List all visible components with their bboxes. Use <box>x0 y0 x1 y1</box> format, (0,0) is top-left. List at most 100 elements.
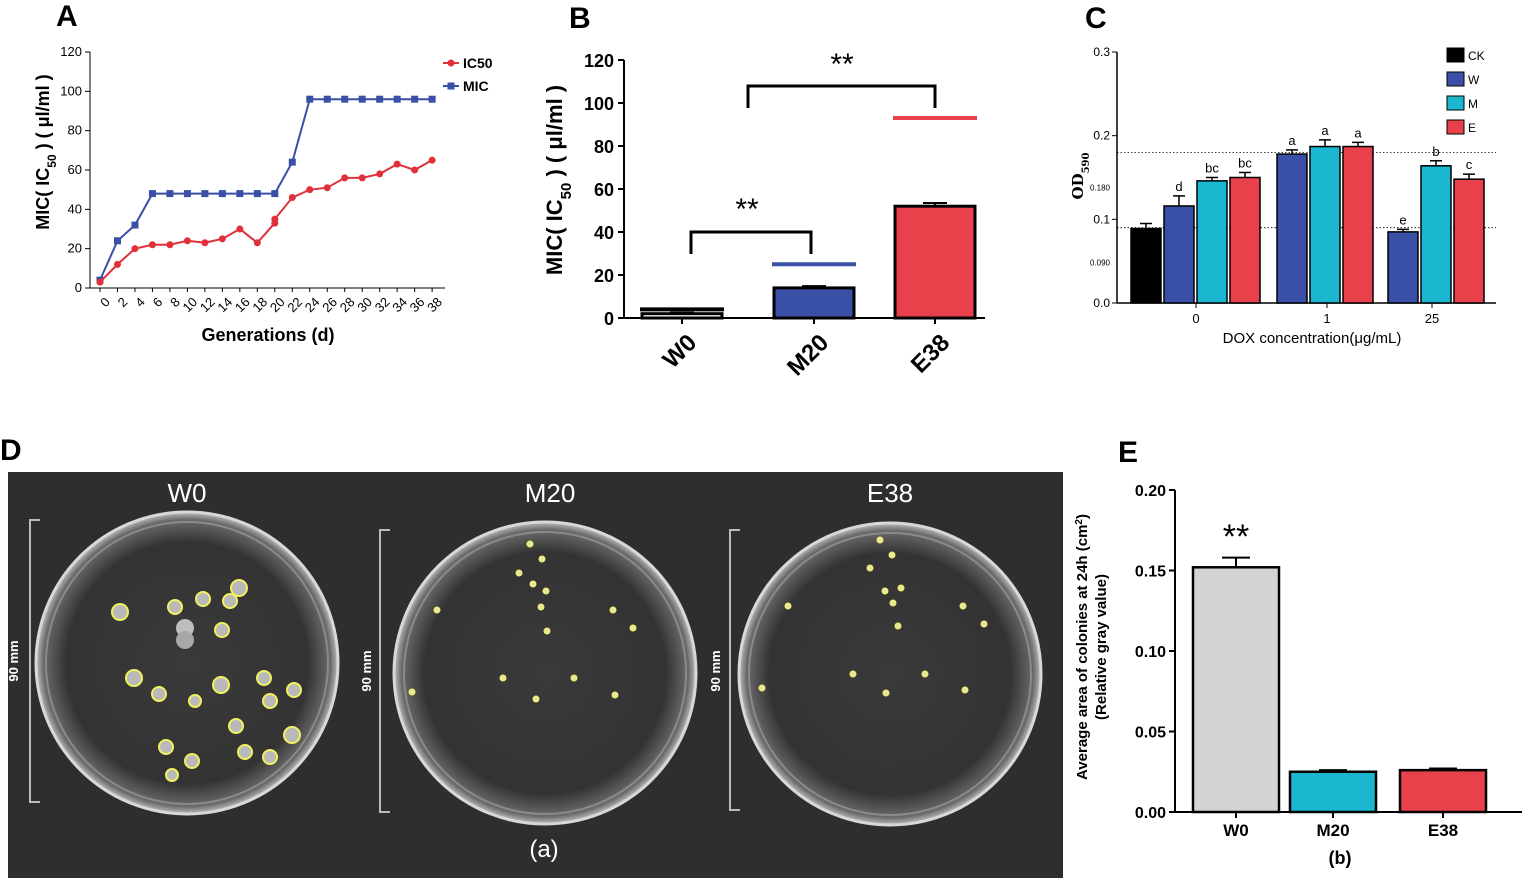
panel-label-c: C <box>1085 2 1107 35</box>
panel-a-point-mic <box>323 95 331 103</box>
panel-c-significance-letter: bc <box>1238 155 1252 170</box>
plate-e38-colonies <box>758 536 988 697</box>
panel-a-point-ic50 <box>96 278 104 286</box>
panel-c-legend-swatch <box>1446 95 1465 111</box>
panel-b-bars <box>640 116 977 320</box>
panel-a-point-ic50 <box>148 241 156 249</box>
panel-c-y-tick-label: 0.3 <box>1093 45 1110 59</box>
panel-a-point-mic <box>288 158 296 166</box>
panel-a-y-tick-label: 80 <box>68 123 82 138</box>
panel-c-bar-25-w <box>1387 231 1419 304</box>
panel-e-y-ticks: 0.00 0.05 0.10 0.15 0.20 <box>1135 483 1175 822</box>
panel-a-point-mic <box>148 190 156 198</box>
panel-b-x-tick-label: W0 <box>658 329 703 374</box>
panel-a-x-axis-label: Generations (d) <box>201 325 334 345</box>
panel-a-x-tick-label: 0 <box>97 294 113 310</box>
panel-c-legend-swatch <box>1446 71 1465 87</box>
panel-a-point-ic50 <box>113 260 121 268</box>
panel-a-point-mic <box>271 190 279 198</box>
panel-c-significance-letter: a <box>1354 125 1362 140</box>
panel-a-point-ic50 <box>131 245 139 253</box>
panel-e-bars <box>1191 556 1488 814</box>
panel-e-bar-m20 <box>1288 770 1378 814</box>
panel-c-y-tick-label: 0.2 <box>1093 129 1110 143</box>
plate-m20: M20 90 mm <box>359 478 698 826</box>
panel-c-legend-label: CK <box>1468 49 1485 63</box>
panel-c-x-tick-label: 0 <box>1192 311 1199 326</box>
panel-a-x-tick-label: 2 <box>115 294 131 310</box>
panel-a-x-tick-label: 6 <box>150 294 166 310</box>
panel-c-legend-swatch <box>1446 47 1465 63</box>
panel-e-bar-w0 <box>1191 566 1281 814</box>
panel-a-x-tick-label: 38 <box>424 294 445 315</box>
panel-a-point-ic50 <box>306 186 314 194</box>
panel-e-x-ticks: W0 M20 E38 <box>1223 812 1458 840</box>
panel-e-y-tick-label: 0.00 <box>1135 805 1166 822</box>
panel-a-point-mic <box>131 221 139 229</box>
panel-a-point-ic50 <box>166 241 174 249</box>
panel-a-point-mic <box>113 237 121 245</box>
plate-e38-scale: 90 mm <box>708 650 723 691</box>
panel-b-x-ticks: W0 M20 E38 <box>658 318 955 381</box>
panel-c-bar-0-ck <box>1130 227 1162 304</box>
panel-a-point-mic <box>411 95 419 103</box>
panel-a-y-tick-label: 20 <box>68 241 82 256</box>
panel-a-legend-marker <box>447 59 455 67</box>
panel-e-y-tick-label: 0.15 <box>1135 564 1166 581</box>
panel-c-x-tick-label: 1 <box>1323 311 1330 326</box>
panel-a-point-mic <box>201 190 209 198</box>
panel-a-point-mic <box>253 190 261 198</box>
panel-c-significance-letter: b <box>1432 144 1439 159</box>
panel-a-point-ic50 <box>271 215 279 223</box>
panel-a-y-ticks: 0 20 40 60 80 100 120 <box>60 44 90 295</box>
panel-a-y-axis-label: MIC( IC50 ) ( μl/ml ) <box>33 74 59 229</box>
panel-c-bar-25-e <box>1453 178 1485 304</box>
panel-a-line-ic50 <box>99 159 433 283</box>
panel-a-point-ic50 <box>411 166 419 174</box>
plate-w0-scale: 90 mm <box>6 640 21 681</box>
panel-a-point-ic50 <box>393 160 401 168</box>
panel-b-bracket-upper <box>746 84 937 108</box>
panel-c-x-axis-label: DOX concentration(μg/mL) <box>1223 330 1402 347</box>
panel-a-y-tick-label: 60 <box>68 162 82 177</box>
panel-c-x-ticks: 0 1 25 <box>1192 303 1439 326</box>
panel-b-y-tick-label: 120 <box>584 51 614 71</box>
panel-c-legend-label: E <box>1468 121 1476 135</box>
panel-b-x-tick-label: M20 <box>782 329 834 381</box>
panel-c-bar-0-w <box>1163 205 1195 304</box>
panel-a-point-ic50 <box>218 235 226 243</box>
panel-label-b: B <box>569 2 591 35</box>
panel-a-point-mic <box>376 95 384 103</box>
panel-label-e: E <box>1118 436 1138 469</box>
panel-a-point-ic50 <box>253 239 261 247</box>
panel-c-legend-label: M <box>1468 97 1478 111</box>
plate-w0: W0 90 mm <box>6 478 340 816</box>
panel-b-bar-chart: 0 20 40 60 80 100 120 W0 M20 E38 ** ** MIC( IC50… <box>542 48 985 381</box>
panel-a-axes <box>89 52 445 289</box>
panel-b-x-tick-label: E38 <box>906 329 955 378</box>
plate-e38-label: E38 <box>867 478 913 508</box>
panel-c-bar-25-m <box>1420 165 1452 304</box>
panel-a-point-mic <box>183 190 191 198</box>
panel-c-legend-swatch <box>1446 119 1465 135</box>
panel-a-point-ic50 <box>358 174 366 182</box>
panel-e-bar-chart: 0.00 0.05 0.10 0.15 0.20 W0 M20 E38 ** Average… <box>1074 483 1522 868</box>
panel-a-point-mic <box>358 95 366 103</box>
panel-b-significance-lower: ** <box>735 193 759 226</box>
panel-c-y-ticks: 0.0 0.1 0.2 0.3 0.180 0.090 <box>1090 45 1117 310</box>
panel-c-ref-tick-label: 0.090 <box>1090 259 1111 268</box>
panel-c-significance-letter: a <box>1288 133 1296 148</box>
panel-e-y-tick-label: 0.20 <box>1135 483 1166 500</box>
panel-a-point-mic <box>393 95 401 103</box>
panel-b-y-axis-label: MIC( IC50 ) ( μl/ml ) <box>542 85 575 275</box>
panel-a-point-mic <box>341 95 349 103</box>
panel-c-bar-1-e <box>1342 145 1374 304</box>
plate-e38: E38 90 mm <box>708 478 1043 827</box>
panel-b-y-tick-label: 0 <box>604 309 614 329</box>
panel-b-y-tick-label: 20 <box>594 266 614 286</box>
panel-e-y-tick-label: 0.10 <box>1135 644 1166 661</box>
panel-a-y-tick-label: 40 <box>68 201 82 216</box>
